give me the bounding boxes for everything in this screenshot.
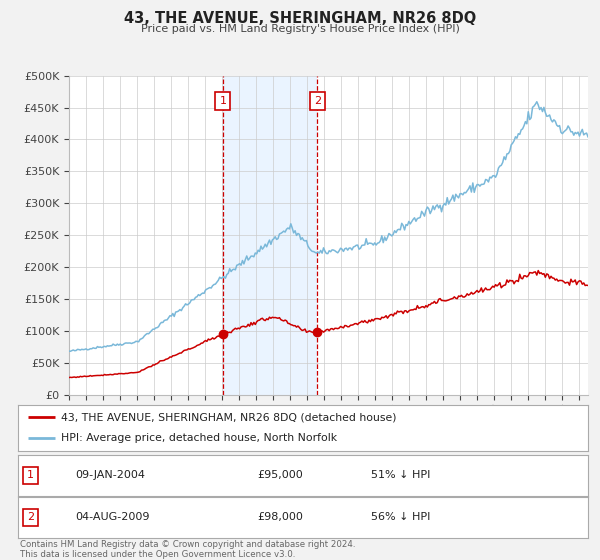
- Text: 51% ↓ HPI: 51% ↓ HPI: [371, 470, 431, 480]
- Text: 43, THE AVENUE, SHERINGHAM, NR26 8DQ: 43, THE AVENUE, SHERINGHAM, NR26 8DQ: [124, 11, 476, 26]
- Text: 09-JAN-2004: 09-JAN-2004: [75, 470, 145, 480]
- Text: £98,000: £98,000: [257, 512, 303, 522]
- Text: 1: 1: [27, 470, 34, 480]
- Text: 2: 2: [314, 96, 321, 106]
- Text: 43, THE AVENUE, SHERINGHAM, NR26 8DQ (detached house): 43, THE AVENUE, SHERINGHAM, NR26 8DQ (de…: [61, 412, 396, 422]
- Text: Price paid vs. HM Land Registry's House Price Index (HPI): Price paid vs. HM Land Registry's House …: [140, 24, 460, 34]
- Text: 56% ↓ HPI: 56% ↓ HPI: [371, 512, 431, 522]
- Text: HPI: Average price, detached house, North Norfolk: HPI: Average price, detached house, Nort…: [61, 433, 337, 444]
- Text: 1: 1: [220, 96, 226, 106]
- Text: 2: 2: [27, 512, 34, 522]
- Bar: [223, 76, 317, 395]
- Text: 04-AUG-2009: 04-AUG-2009: [75, 512, 149, 522]
- Text: £95,000: £95,000: [257, 470, 303, 480]
- Text: Contains HM Land Registry data © Crown copyright and database right 2024.
This d: Contains HM Land Registry data © Crown c…: [20, 540, 355, 559]
